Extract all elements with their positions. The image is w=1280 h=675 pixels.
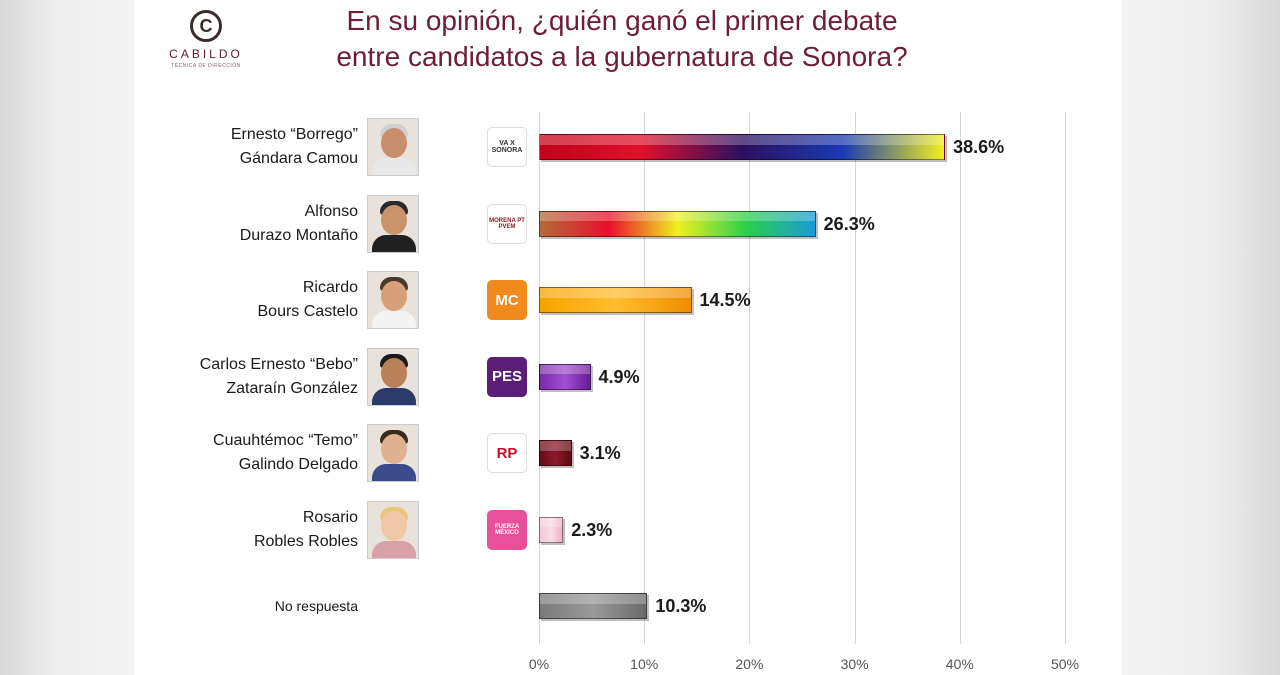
category-label-line-1: Rosario bbox=[302, 508, 358, 526]
background-left bbox=[0, 0, 134, 675]
logo-tagline: TÉCNICA DE DIRECCIÓN bbox=[171, 63, 241, 69]
category-label-line-2: Durazo Montaño bbox=[239, 226, 358, 244]
gridline bbox=[1065, 112, 1066, 644]
category-label-line-2: Galindo Delgado bbox=[238, 456, 358, 473]
category-label: Cuauhtémoc “Temo” Galindo Delgado bbox=[118, 429, 358, 477]
category-label: Ernesto “Borrego” Gándara Camou bbox=[118, 123, 358, 171]
pes-logo: PES bbox=[487, 356, 527, 397]
bar bbox=[539, 593, 648, 619]
redes-sociales-progresistas-logo: RP bbox=[487, 433, 527, 473]
gridline bbox=[644, 112, 646, 644]
candidate-photo bbox=[367, 118, 419, 176]
candidate-photo bbox=[367, 500, 419, 559]
category-label: Ricardo Bours Castelo bbox=[118, 276, 359, 324]
category-label-line-1: Carlos Ernesto “Bebo” bbox=[199, 355, 358, 373]
fuerza-por-mexico-logo: FUERZA MÉXICO bbox=[487, 509, 527, 550]
category-label-line-2: Robles Robles bbox=[253, 532, 358, 550]
category-label: Rosario Robles Robles bbox=[118, 506, 358, 554]
data-label: 4.9% bbox=[598, 366, 640, 387]
category-label: Carlos Ernesto “Bebo” Zataraín González bbox=[118, 353, 358, 401]
data-label: 38.6% bbox=[953, 137, 1005, 157]
x-tick-label: 30% bbox=[840, 656, 869, 672]
data-label: 3.1% bbox=[579, 443, 621, 463]
data-label: 14.5% bbox=[699, 290, 751, 310]
candidate-photo bbox=[367, 194, 419, 253]
category-label-line-2: Bours Castelo bbox=[257, 303, 359, 320]
background-right bbox=[1122, 0, 1280, 675]
copyright-c-icon: C bbox=[190, 10, 222, 42]
data-label: 10.3% bbox=[655, 596, 707, 616]
category-label: No respuesta bbox=[274, 598, 358, 614]
data-label: 26.3% bbox=[823, 213, 875, 234]
x-tick-label: 50% bbox=[1050, 656, 1080, 672]
category-label-line-1: Ernesto “Borrego” bbox=[230, 126, 358, 143]
candidate-photo bbox=[367, 347, 419, 406]
logo-name: CABILDO bbox=[169, 47, 243, 61]
gridline bbox=[854, 112, 856, 644]
x-tick-label: 10% bbox=[630, 656, 659, 672]
candidate-photo bbox=[367, 271, 419, 329]
x-tick-label: 20% bbox=[735, 656, 764, 672]
title-line-1: En su opinión, ¿quién ganó el primer deb… bbox=[346, 5, 898, 36]
bar bbox=[539, 363, 591, 390]
bar bbox=[539, 516, 564, 543]
bar bbox=[539, 134, 946, 160]
bar bbox=[539, 210, 816, 237]
category-label-line-1: Alfonso bbox=[304, 202, 358, 220]
x-tick-label: 0% bbox=[528, 656, 550, 672]
gridline bbox=[959, 112, 961, 644]
title-line-2: entre candidatos a la gubernatura de Son… bbox=[336, 41, 908, 72]
chart-title: En su opinión, ¿quién ganó el primer deb… bbox=[262, 3, 982, 75]
x-tick-label: 40% bbox=[945, 656, 974, 672]
candidate-photo bbox=[367, 424, 419, 482]
bar bbox=[539, 287, 692, 313]
cabildo-logo: C CABILDO TÉCNICA DE DIRECCIÓN bbox=[166, 10, 246, 72]
va-por-sonora-logo: VA X SONORA bbox=[487, 127, 527, 167]
movimiento-ciudadano-logo: MC bbox=[487, 280, 527, 320]
category-label-line-1: Ricardo bbox=[302, 279, 358, 296]
juntos-haremos-historia-logo: MORENA PT PVEM bbox=[487, 203, 527, 244]
chart-card bbox=[134, 0, 1122, 675]
category-label-line-1: Cuauhtémoc “Temo” bbox=[213, 432, 358, 449]
data-label: 2.3% bbox=[571, 519, 613, 540]
bar bbox=[539, 440, 572, 466]
gridline bbox=[749, 112, 751, 644]
category-label-line-2: Gándara Camou bbox=[239, 150, 358, 167]
category-label-line-2: Zataraín González bbox=[226, 379, 358, 397]
category-label: Alfonso Durazo Montaño bbox=[118, 200, 358, 248]
